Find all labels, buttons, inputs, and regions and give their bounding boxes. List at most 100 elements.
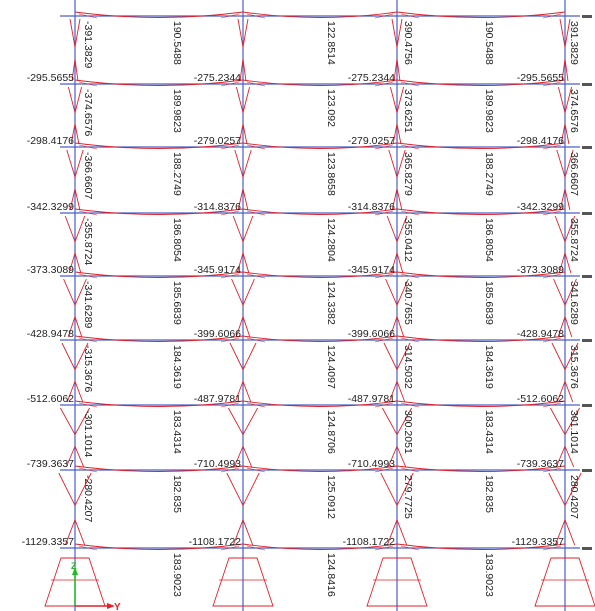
beam-end-moment-mid-right: -710.4993 xyxy=(348,458,395,470)
column-moment-label: -374.6576 xyxy=(82,89,94,136)
beam-end-moment-mid-left: -710.4993 xyxy=(194,458,241,470)
beam-moment-hatch xyxy=(542,467,562,473)
beam-moment-curve xyxy=(74,271,244,278)
beam-moment-hatch xyxy=(78,81,98,87)
beam-moment-curve xyxy=(396,142,566,149)
z-axis-arrowhead xyxy=(72,567,78,575)
beam-moment-hatch xyxy=(220,13,240,19)
beam-end-moment-mid-left: -1108.1722 xyxy=(189,536,242,548)
beam-moment-curve xyxy=(242,400,398,407)
column-moment-shape xyxy=(229,342,257,403)
beam-end-moment-left: -1797.1476 xyxy=(21,0,74,3)
beam-moment-curve xyxy=(242,271,398,278)
beam-moment-curve xyxy=(74,11,244,18)
beam-end-moment-mid-left: -399.6066 xyxy=(194,328,241,340)
column-moment-label: 314.5032 xyxy=(402,345,414,389)
beam-moment-curve xyxy=(396,335,566,342)
beam-moment-hatch xyxy=(542,545,562,551)
beam-end-tag xyxy=(582,212,592,215)
beam-moment-hatch xyxy=(220,402,240,408)
beam-end-tag xyxy=(582,146,592,149)
beam-end-tag xyxy=(582,339,592,342)
beam-moment-curve xyxy=(396,465,566,472)
beam-end-moment-mid-right: -275.2344 xyxy=(348,72,395,84)
beam-moment-hatch xyxy=(220,210,240,216)
beam-midspan-moment-label: 184.3619 xyxy=(483,345,495,389)
beam-moment-hatch xyxy=(374,467,394,473)
beam-moment-curve xyxy=(242,79,398,86)
column-moment-shape xyxy=(383,342,411,403)
beam-midspan-moment-label: 124.3382 xyxy=(325,281,337,325)
beam-moment-hatch xyxy=(374,13,394,19)
column-moment-label: 366.6607 xyxy=(568,152,580,196)
beam-moment-hatch xyxy=(246,467,266,473)
beam-moment-hatch xyxy=(220,467,240,473)
beam-moment-hatch xyxy=(78,467,98,473)
beam-end-moment-mid-right: -399.6066 xyxy=(348,328,395,340)
column-moment-label: 341.6289 xyxy=(568,281,580,325)
beam-end-moment-mid-left: -1791.8036 xyxy=(188,0,241,3)
beam-midspan-moment-label: 123.092 xyxy=(325,89,337,127)
beam-moment-hatch xyxy=(78,210,98,216)
beam-moment-curve xyxy=(242,142,398,149)
beam-moment-hatch xyxy=(78,273,98,279)
beam-end-moment-right: -373.3089 xyxy=(517,264,564,276)
column-moment-shape xyxy=(237,18,249,82)
beam-moment-hatch xyxy=(246,273,266,279)
column-moment-shape xyxy=(391,18,403,82)
column-moment-shape xyxy=(66,149,84,211)
column-moment-shape xyxy=(64,215,86,274)
beam-moment-hatch xyxy=(78,337,98,343)
column-moment-shape xyxy=(226,472,260,546)
column-moment-shape xyxy=(553,278,577,338)
beam-end-moment-right: -298.4176 xyxy=(517,135,564,147)
column-moment-shape xyxy=(556,149,574,211)
beam-midspan-moment-label: 182.835 xyxy=(483,475,495,513)
column-moment-shape xyxy=(60,407,90,468)
beam-midspan-moment-label: 125.0912 xyxy=(325,475,337,519)
beam-moment-hatch xyxy=(220,273,240,279)
column-moment-shape xyxy=(386,215,408,274)
beam-moment-hatch xyxy=(542,144,562,150)
column-moment-label: 374.6576 xyxy=(568,89,580,133)
beam-midspan-moment-label: 188.2749 xyxy=(483,152,495,196)
axis-triad[interactable]: Z Y xyxy=(71,561,121,611)
column-moment-shape xyxy=(551,342,579,403)
beam-moment-hatch xyxy=(246,13,266,19)
beam-moment-hatch xyxy=(542,337,562,343)
beam-end-moment-mid-right: -345.9174 xyxy=(348,264,395,276)
column-moment-shape xyxy=(63,278,87,338)
beam-moment-curve xyxy=(74,208,244,215)
beam-end-moment-mid-left: -275.2344 xyxy=(194,72,241,84)
beam-moment-hatch xyxy=(400,81,420,87)
column-moment-shape xyxy=(385,278,409,338)
beam-moment-curve xyxy=(242,465,398,472)
beam-midspan-moment-label: 123.8658 xyxy=(325,152,337,196)
column-moment-shape xyxy=(228,407,258,468)
beam-end-moment-mid-right: -279.0257 xyxy=(348,135,395,147)
beam-moment-curve xyxy=(396,271,566,278)
column-moment-label: 280.4207 xyxy=(568,475,580,519)
beam-end-moment-mid-right: -314.8376 xyxy=(348,201,395,213)
column-moment-shape xyxy=(548,472,582,546)
beam-moment-hatch xyxy=(220,337,240,343)
beam-moment-hatch xyxy=(542,273,562,279)
column-moment-shape xyxy=(557,86,573,145)
column-moment-label: 391.3829 xyxy=(568,21,580,65)
column-moment-shape xyxy=(69,18,81,82)
column-moment-label: 300.2051 xyxy=(402,410,414,454)
column-moment-shape xyxy=(554,215,576,274)
beam-moment-curve xyxy=(396,543,566,550)
beam-moment-hatch xyxy=(400,467,420,473)
beam-midspan-moment-label: 124.2804 xyxy=(325,218,337,262)
beam-moment-hatch xyxy=(400,13,420,19)
column-moment-shape xyxy=(550,407,580,468)
beam-end-tag xyxy=(582,15,592,18)
beam-midspan-moment-label: 124.8706 xyxy=(325,410,337,454)
beam-moment-curve xyxy=(74,142,244,149)
column-moment-label: 355.8724 xyxy=(568,218,580,262)
column-moment-shape xyxy=(559,18,571,82)
beam-end-moment-left: -298.4176 xyxy=(27,135,74,147)
beam-moment-hatch xyxy=(400,402,420,408)
